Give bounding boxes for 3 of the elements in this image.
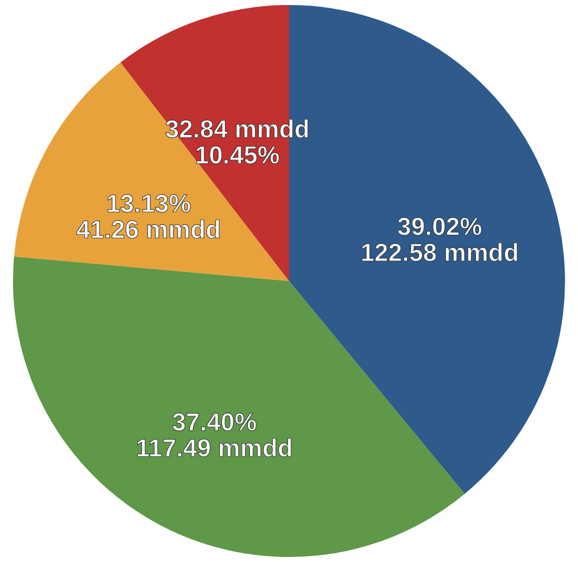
- data-label: 37.40% 117.49 mmdd: [136, 408, 293, 463]
- data-label: 39.02% 122.58 mmdd: [360, 212, 519, 267]
- data-label: 13.13% 41.26 mmdd: [76, 190, 221, 244]
